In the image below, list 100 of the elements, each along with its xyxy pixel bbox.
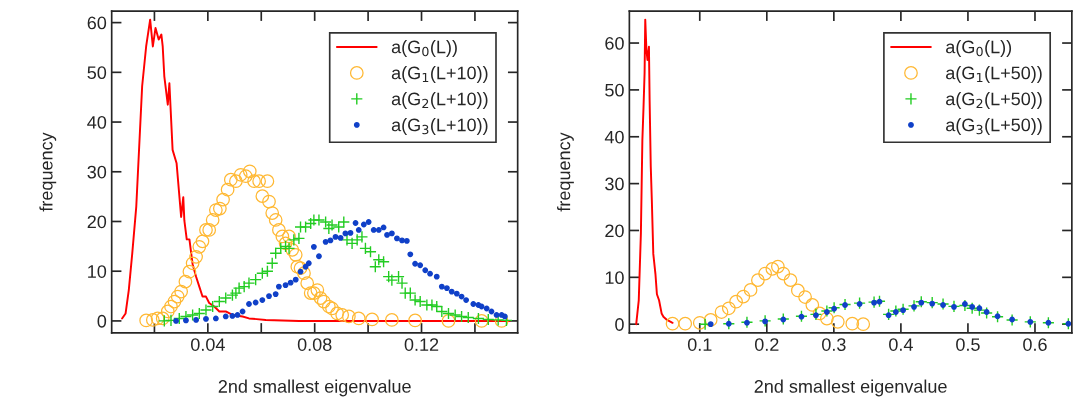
point <box>1024 315 1037 329</box>
y-tick-label: 10 <box>88 265 107 278</box>
point <box>692 315 707 330</box>
point <box>838 298 852 311</box>
point <box>976 305 983 312</box>
x-tick-label: 0.3 <box>822 338 846 351</box>
point <box>736 289 751 304</box>
point <box>776 266 791 281</box>
point <box>1009 316 1016 323</box>
point <box>809 308 823 321</box>
x-tick-label: 0.5 <box>956 338 980 351</box>
y-tick-label: 0 <box>615 318 624 331</box>
point <box>842 302 848 308</box>
point <box>703 313 718 327</box>
legend-label: a(G$_{2}$(L+10)) <box>391 92 488 109</box>
point <box>958 299 972 312</box>
x-axis-title: 2nd smallest eigenvalue <box>218 379 411 397</box>
point <box>929 300 936 307</box>
x-tick-label: 0.1 <box>687 338 712 351</box>
point <box>871 299 877 306</box>
point <box>819 311 834 326</box>
y-tick-label: 60 <box>605 36 624 50</box>
point <box>729 294 743 309</box>
y-tick-label: 0 <box>97 314 107 328</box>
point <box>969 303 976 310</box>
x-tick-label: 0.6 <box>1023 338 1047 351</box>
x-tick-label: 0.2 <box>754 338 779 351</box>
legend-label: a(G$_{3}$(L+50)) <box>946 118 1042 135</box>
point <box>936 297 950 311</box>
y-tick-label: 40 <box>87 115 107 129</box>
point <box>940 302 946 308</box>
y-tick-label: 60 <box>87 16 107 30</box>
point <box>1005 313 1019 327</box>
point <box>947 300 961 313</box>
point <box>798 290 812 304</box>
legend-label: a(G$_{0}$(L)) <box>946 40 1012 57</box>
y-tick-label: 50 <box>87 66 107 80</box>
point <box>770 259 785 274</box>
y-tick-label: 10 <box>605 271 624 285</box>
point <box>951 303 957 310</box>
legend-label: a(G$_{1}$(L+10)) <box>391 66 488 83</box>
point <box>911 303 917 310</box>
legend-label: a(G$_{1}$(L+50)) <box>946 66 1042 83</box>
point <box>795 309 808 323</box>
legend-label: a(G$_{3}$(L+10)) <box>391 118 488 135</box>
point <box>722 317 736 330</box>
point <box>965 302 979 315</box>
point <box>751 273 765 288</box>
point <box>831 305 838 312</box>
y-axis-title: frequency <box>557 132 574 212</box>
point <box>823 309 830 315</box>
point <box>721 301 736 316</box>
point <box>790 283 805 298</box>
point <box>845 316 860 331</box>
x-tick-label: 0.04 <box>190 338 225 351</box>
legend-label: a(G$_{0}$(L)) <box>391 40 457 57</box>
point <box>758 266 773 281</box>
point <box>830 314 845 329</box>
point <box>777 312 790 326</box>
point <box>783 273 798 288</box>
point <box>725 320 732 327</box>
point <box>885 312 892 319</box>
point <box>812 306 827 321</box>
y-tick-label: 30 <box>605 177 624 191</box>
y-tick-label: 50 <box>605 83 624 97</box>
point <box>1045 319 1052 326</box>
point <box>896 302 910 316</box>
point <box>918 299 925 306</box>
point <box>762 318 769 325</box>
point <box>1042 316 1055 330</box>
point <box>743 283 758 297</box>
point <box>853 296 866 310</box>
point <box>856 301 863 307</box>
point <box>962 301 968 307</box>
point <box>798 313 805 320</box>
x-tick-label: 0.4 <box>889 338 913 351</box>
point <box>714 305 729 319</box>
point <box>983 309 990 315</box>
point <box>900 307 907 314</box>
point <box>925 296 939 309</box>
point <box>980 306 993 320</box>
point <box>758 314 772 328</box>
point <box>765 262 780 276</box>
point <box>780 316 787 323</box>
y-axis-title: frequency <box>39 132 57 212</box>
x-axis-title: 2nd smallest eigenvalue <box>754 379 947 397</box>
point <box>892 309 899 315</box>
y-tick-label: 20 <box>605 224 624 238</box>
point <box>876 298 883 305</box>
x-tick-label: 0.08 <box>297 338 332 351</box>
x-tick-label: 0.12 <box>404 338 439 351</box>
point <box>1027 318 1034 325</box>
y-tick-label: 30 <box>87 165 107 179</box>
legend-label: a(G$_{2}$(L+50)) <box>946 92 1042 109</box>
y-tick-label: 40 <box>604 130 624 144</box>
point <box>740 316 754 329</box>
point <box>707 321 714 328</box>
point <box>805 298 820 312</box>
point <box>665 316 680 331</box>
point <box>678 316 693 331</box>
